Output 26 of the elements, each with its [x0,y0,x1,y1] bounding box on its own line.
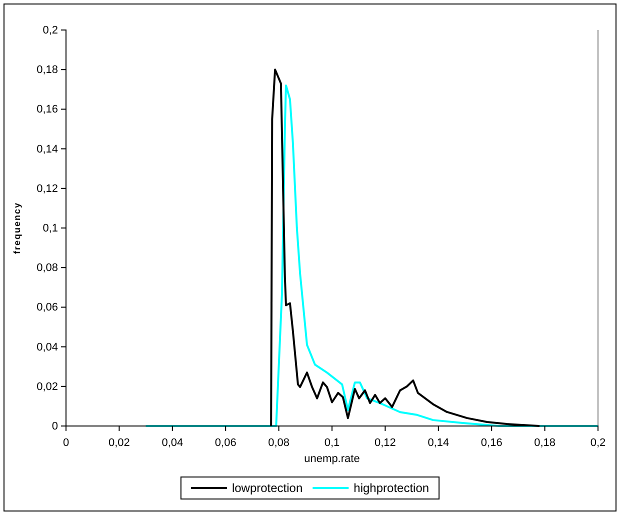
x-tick-label: 0 [62,437,70,450]
x-axis-title: unemp.rate [304,453,360,465]
y-tick-label: 0,2 [42,24,58,37]
legend-label: highprotection [354,481,430,495]
y-tick-label: 0,06 [36,302,58,314]
x-tick-label: 0,18 [534,437,556,450]
x-tick-label: 0,08 [268,437,290,450]
y-tick-label: 0,08 [36,262,58,274]
y-tick-label: 0,02 [36,380,58,393]
x-tick-label: 0,1 [324,437,340,450]
x-tick-label: 0,04 [162,437,184,450]
legend-label: lowprotection [232,481,303,495]
y-tick-label: 0,1 [42,222,58,235]
y-tick-label: 0,12 [36,182,58,195]
x-tick-label: 0,06 [214,437,236,450]
y-tick-label: 0,18 [36,64,58,76]
x-tick-label: 0,02 [108,437,130,450]
x-tick-label: 0,14 [428,437,450,450]
y-tick-label: 0,16 [36,104,58,116]
x-tick-label: 0,2 [590,437,606,450]
x-tick-label: 0,12 [374,437,396,450]
y-tick-label: 0 [52,420,58,433]
x-tick-label: 0,16 [480,437,502,450]
y-tick-label: 0,14 [36,143,58,156]
y-tick-label: 0,04 [36,341,58,354]
y-axis-title: frequency [12,202,22,254]
